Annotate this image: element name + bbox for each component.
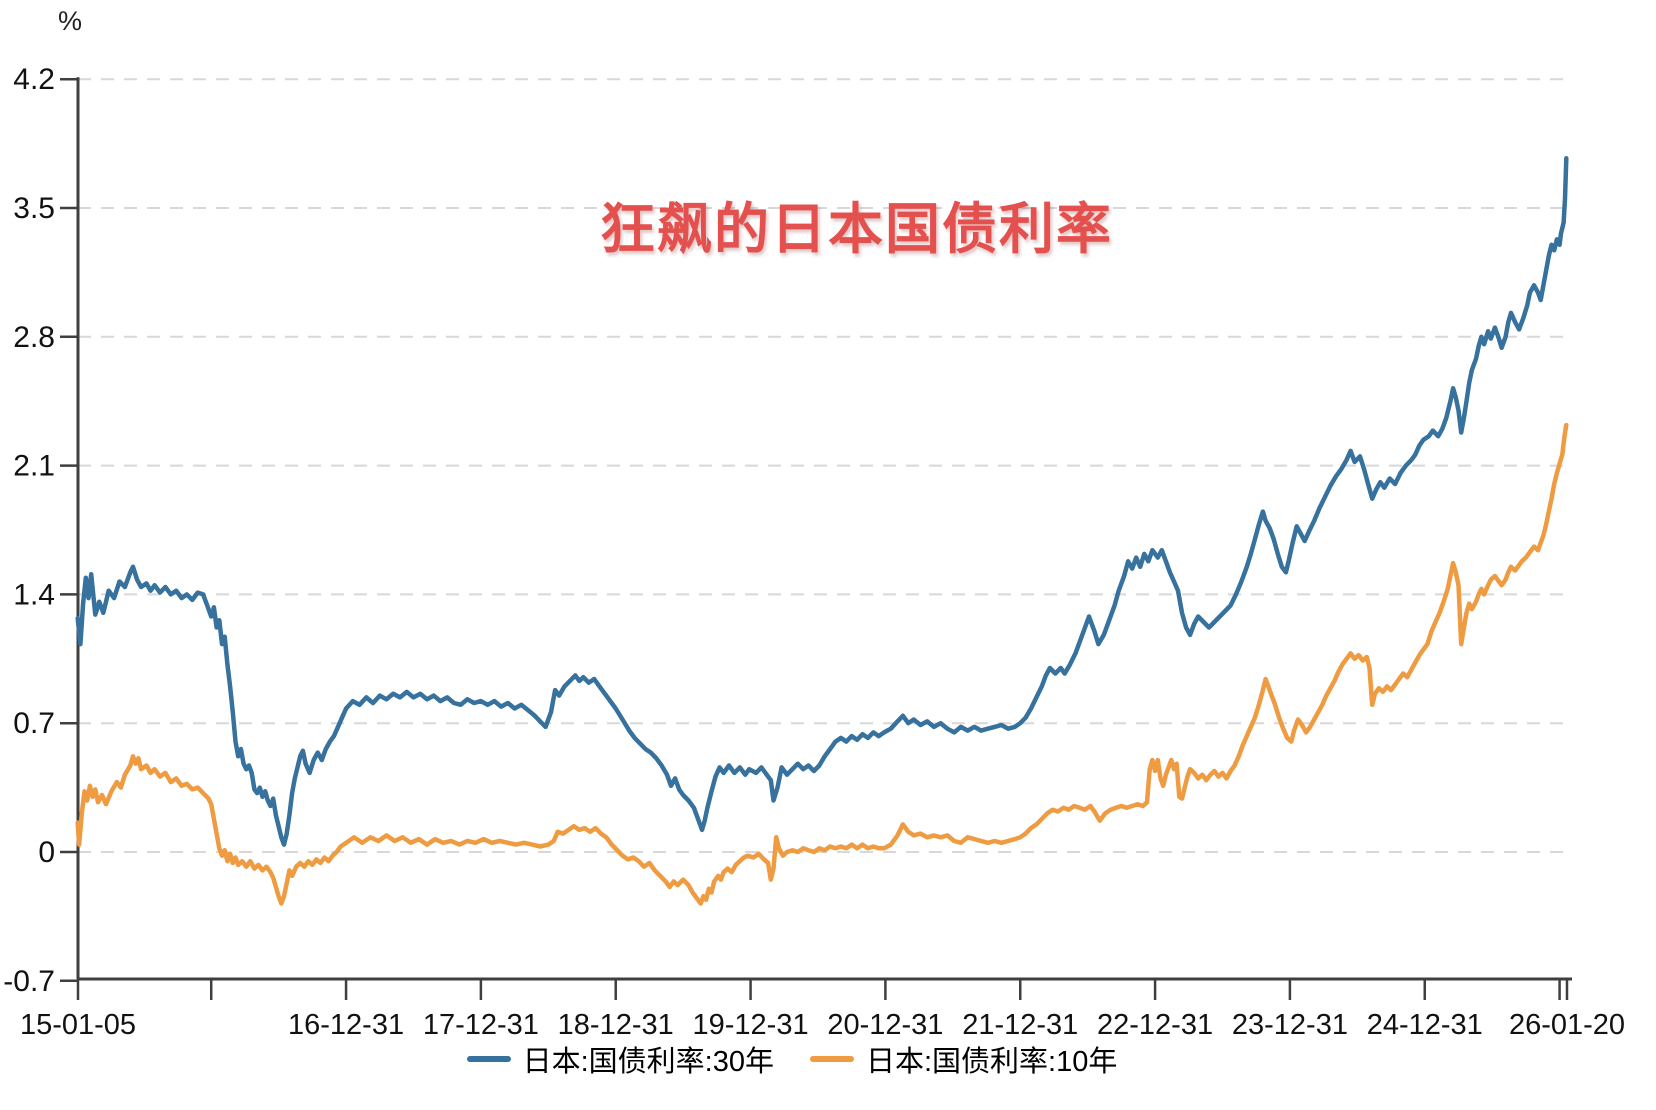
y-tick-label: 4.2 bbox=[13, 63, 55, 96]
x-tick-label: 21-12-31 bbox=[962, 1009, 1078, 1041]
series-line-30y bbox=[75, 156, 1569, 847]
legend-swatch-30y bbox=[466, 1056, 511, 1062]
legend-label-30y: 日本:国债利率:30年 bbox=[522, 1046, 774, 1078]
legend: 日本:国债利率:30年 日本:国债利率:10年 bbox=[0, 1036, 1620, 1082]
x-tick-label: 19-12-31 bbox=[693, 1009, 809, 1041]
chart-title: 狂飙的日本国债利率 bbox=[600, 198, 1114, 260]
series-line-10y bbox=[75, 422, 1569, 906]
y-tick-label: 1.4 bbox=[13, 578, 55, 611]
y-tick-label: 0.7 bbox=[13, 707, 55, 740]
legend-swatch-10y bbox=[810, 1056, 854, 1062]
y-tick-label: 3.5 bbox=[13, 192, 55, 225]
x-tick-label: 22-12-31 bbox=[1097, 1009, 1213, 1041]
legend-item-30y: 日本:国债利率:30年 bbox=[466, 1038, 774, 1080]
x-tick-label: 15-01-05 bbox=[20, 1009, 136, 1041]
y-axis-unit-label: % bbox=[58, 6, 83, 36]
x-tick-label: 17-12-31 bbox=[423, 1009, 539, 1041]
y-tick-label: 2.1 bbox=[13, 450, 55, 483]
x-tick-label: 24-12-31 bbox=[1367, 1009, 1483, 1041]
x-tick-label: 16-12-31 bbox=[288, 1009, 404, 1041]
x-tick-label: 26-01-20 bbox=[1509, 1009, 1625, 1041]
y-tick-label: -0.7 bbox=[3, 965, 55, 998]
legend-label-10y: 日本:国债利率:10年 bbox=[866, 1046, 1118, 1078]
y-tick-label: 0 bbox=[38, 836, 55, 869]
x-tick-label: 18-12-31 bbox=[558, 1009, 674, 1041]
y-tick-label: 2.8 bbox=[13, 321, 55, 354]
x-tick-label: 23-12-31 bbox=[1232, 1009, 1348, 1041]
x-tick-label: 20-12-31 bbox=[827, 1009, 943, 1041]
legend-item-10y: 日本:国债利率:10年 bbox=[810, 1038, 1117, 1080]
